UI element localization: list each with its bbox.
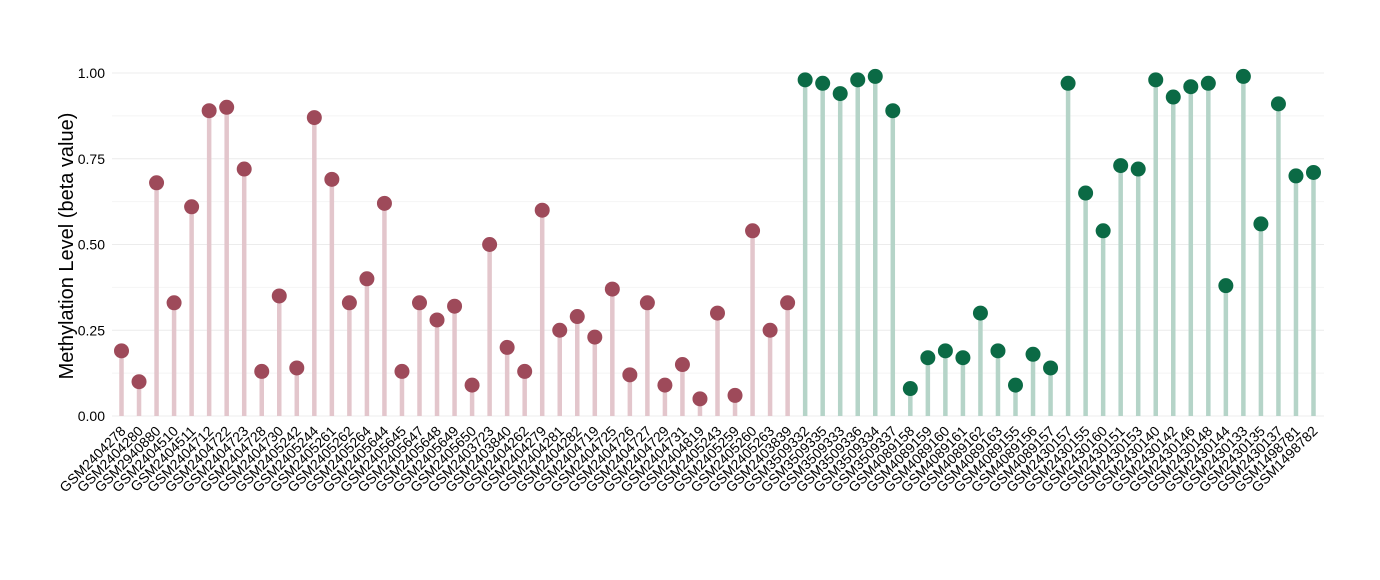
data-point (131, 374, 147, 390)
lollipop-stems (119, 76, 1316, 416)
data-point (850, 72, 866, 88)
y-axis-ticks: 0.00 0.25 0.50 0.75 1.00 (78, 65, 105, 424)
data-point (780, 295, 796, 311)
data-point (412, 295, 427, 311)
data-point (745, 223, 761, 239)
data-point (236, 161, 252, 177)
y-tick-label: 0.75 (78, 151, 105, 167)
data-point (990, 343, 1006, 359)
data-point (1148, 72, 1164, 88)
data-point (1078, 185, 1094, 201)
data-point (376, 195, 392, 211)
data-point (114, 343, 129, 359)
data-point (517, 363, 533, 379)
data-point (604, 281, 620, 297)
y-tick-label: 1.00 (78, 65, 105, 81)
x-axis-ticks: GSM2404278GSM2404280GSM2940880GSM2404510… (56, 423, 1321, 496)
data-point (499, 339, 515, 355)
data-point (289, 360, 305, 376)
data-point (622, 367, 638, 383)
y-tick-label: 0.50 (78, 237, 105, 253)
data-point (920, 350, 936, 366)
data-point (1288, 168, 1304, 184)
data-point (710, 305, 725, 321)
data-point (885, 103, 901, 119)
lollipop-points (114, 68, 1321, 407)
data-point (1306, 164, 1321, 180)
data-point (184, 199, 200, 215)
data-point (447, 298, 463, 314)
data-point (394, 363, 410, 379)
data-point (1113, 158, 1129, 174)
data-point (341, 295, 357, 311)
data-point (1043, 360, 1059, 376)
data-point (674, 357, 690, 373)
data-point (937, 343, 953, 359)
data-point (324, 171, 340, 187)
data-point (587, 329, 603, 345)
data-point (306, 110, 322, 126)
data-point (1218, 278, 1234, 294)
data-point (762, 322, 778, 338)
data-point (1060, 75, 1076, 91)
data-point (482, 237, 498, 252)
data-point (254, 363, 270, 379)
data-point (359, 271, 375, 287)
data-point (1200, 75, 1216, 91)
y-tick-label: 0.25 (78, 322, 105, 338)
data-point (797, 72, 813, 88)
data-point (727, 387, 743, 403)
data-point (815, 75, 831, 91)
data-point (552, 322, 568, 338)
y-tick-label: 0.00 (78, 408, 105, 424)
data-point (832, 86, 848, 102)
data-point (271, 288, 287, 304)
data-point (1165, 89, 1181, 105)
data-point (1008, 377, 1023, 393)
data-point (639, 295, 655, 311)
data-point (1235, 68, 1251, 84)
data-point (429, 312, 445, 328)
data-point (166, 295, 182, 311)
data-point (219, 99, 235, 115)
data-point (1130, 161, 1146, 177)
data-point (1270, 96, 1286, 112)
data-point (464, 377, 480, 393)
data-point (867, 68, 883, 84)
data-point (955, 350, 971, 366)
data-point (201, 103, 217, 119)
data-point (902, 381, 918, 397)
data-point (692, 391, 708, 407)
data-point (657, 377, 673, 393)
data-point (1025, 346, 1041, 362)
data-point (1095, 223, 1111, 239)
data-point (1183, 79, 1199, 95)
data-point (149, 175, 165, 191)
data-point (1253, 216, 1269, 232)
y-axis-title: Methylation Level (beta value) (56, 113, 78, 380)
data-point (569, 309, 585, 325)
data-point (972, 305, 988, 321)
data-point (534, 202, 550, 218)
